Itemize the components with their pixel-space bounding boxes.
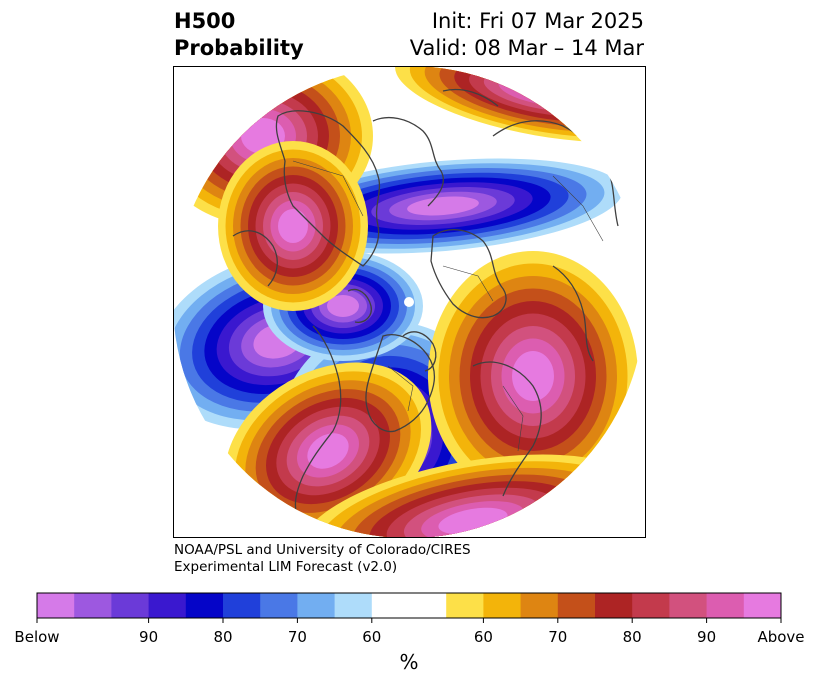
product-label: Probability	[174, 36, 304, 60]
colorbar-ticks: Below 90 80 70 60 60 70 80 90 Above	[14, 618, 805, 646]
colorbar-swatch	[223, 593, 261, 618]
probability-field	[173, 66, 645, 538]
colorbar-swatch	[74, 593, 112, 618]
colorbar-swatch	[409, 593, 447, 618]
valid-range: Valid: 08 Mar – 14 Mar	[409, 36, 644, 60]
colorbar-swatch	[743, 593, 782, 618]
north-pole-marker	[404, 297, 414, 307]
colorbar-swatch	[520, 593, 559, 618]
colorbar: Below 90 80 70 60 60 70 80 90 Above %	[14, 592, 805, 674]
colorbar-tick-label: 90	[139, 628, 158, 646]
probability-map	[173, 66, 646, 538]
colorbar-swatch	[334, 593, 373, 618]
colorbar-unit-label: %	[399, 650, 418, 674]
map-title: H500 Probability	[174, 8, 304, 62]
colorbar-swatch	[483, 593, 522, 618]
colorbar-swatch	[706, 593, 745, 618]
colorbar-tick-label: 70	[288, 628, 307, 646]
colorbar-swatch	[111, 593, 150, 618]
colorbar-swatch	[632, 593, 670, 618]
credit-text: NOAA/PSL and University of Colorado/CIRE…	[174, 542, 471, 576]
colorbar-swatch	[557, 593, 596, 618]
colorbar-tick-label: Below	[14, 628, 59, 646]
colorbar-swatch	[595, 593, 633, 618]
colorbar-swatch	[446, 593, 484, 618]
colorbar-swatch	[148, 593, 187, 618]
colorbar-tick-label: 80	[213, 628, 232, 646]
forecast-dates: Init: Fri 07 Mar 2025 Valid: 08 Mar – 14…	[410, 8, 644, 62]
colorbar-tick-label: 90	[697, 628, 716, 646]
colorbar-swatch	[185, 593, 224, 618]
colorbar-swatch	[669, 593, 708, 618]
colorbar-swatch	[371, 593, 410, 618]
probability-contour	[407, 196, 479, 216]
probability-contour	[278, 209, 308, 243]
credit-line-2: Experimental LIM Forecast (v2.0)	[174, 559, 398, 575]
probability-contour	[327, 295, 359, 317]
colorbar-tick-label: 80	[623, 628, 642, 646]
colorbar-tick-label: Above	[757, 628, 804, 646]
colorbar-tick-label: 70	[548, 628, 567, 646]
colorbar-swatch	[260, 593, 298, 618]
borders	[292, 160, 604, 452]
credit-line-1: NOAA/PSL and University of Colorado/CIRE…	[174, 542, 471, 558]
colorbar-frame	[36, 592, 782, 619]
coastlines	[232, 88, 619, 527]
colorbar-tick-label: 60	[474, 628, 493, 646]
probability-contour	[512, 351, 554, 401]
anomaly-region	[263, 158, 623, 254]
variable-label: H500	[174, 9, 236, 33]
colorbar-swatches	[37, 593, 782, 618]
probability-contour	[307, 433, 349, 469]
colorbar-tick-label: 60	[362, 628, 381, 646]
init-date: Init: Fri 07 Mar 2025	[431, 9, 644, 33]
anomaly-region	[428, 251, 638, 501]
colorbar-swatch	[37, 593, 75, 618]
colorbar-swatch	[297, 593, 336, 618]
anomaly-region	[218, 141, 368, 311]
